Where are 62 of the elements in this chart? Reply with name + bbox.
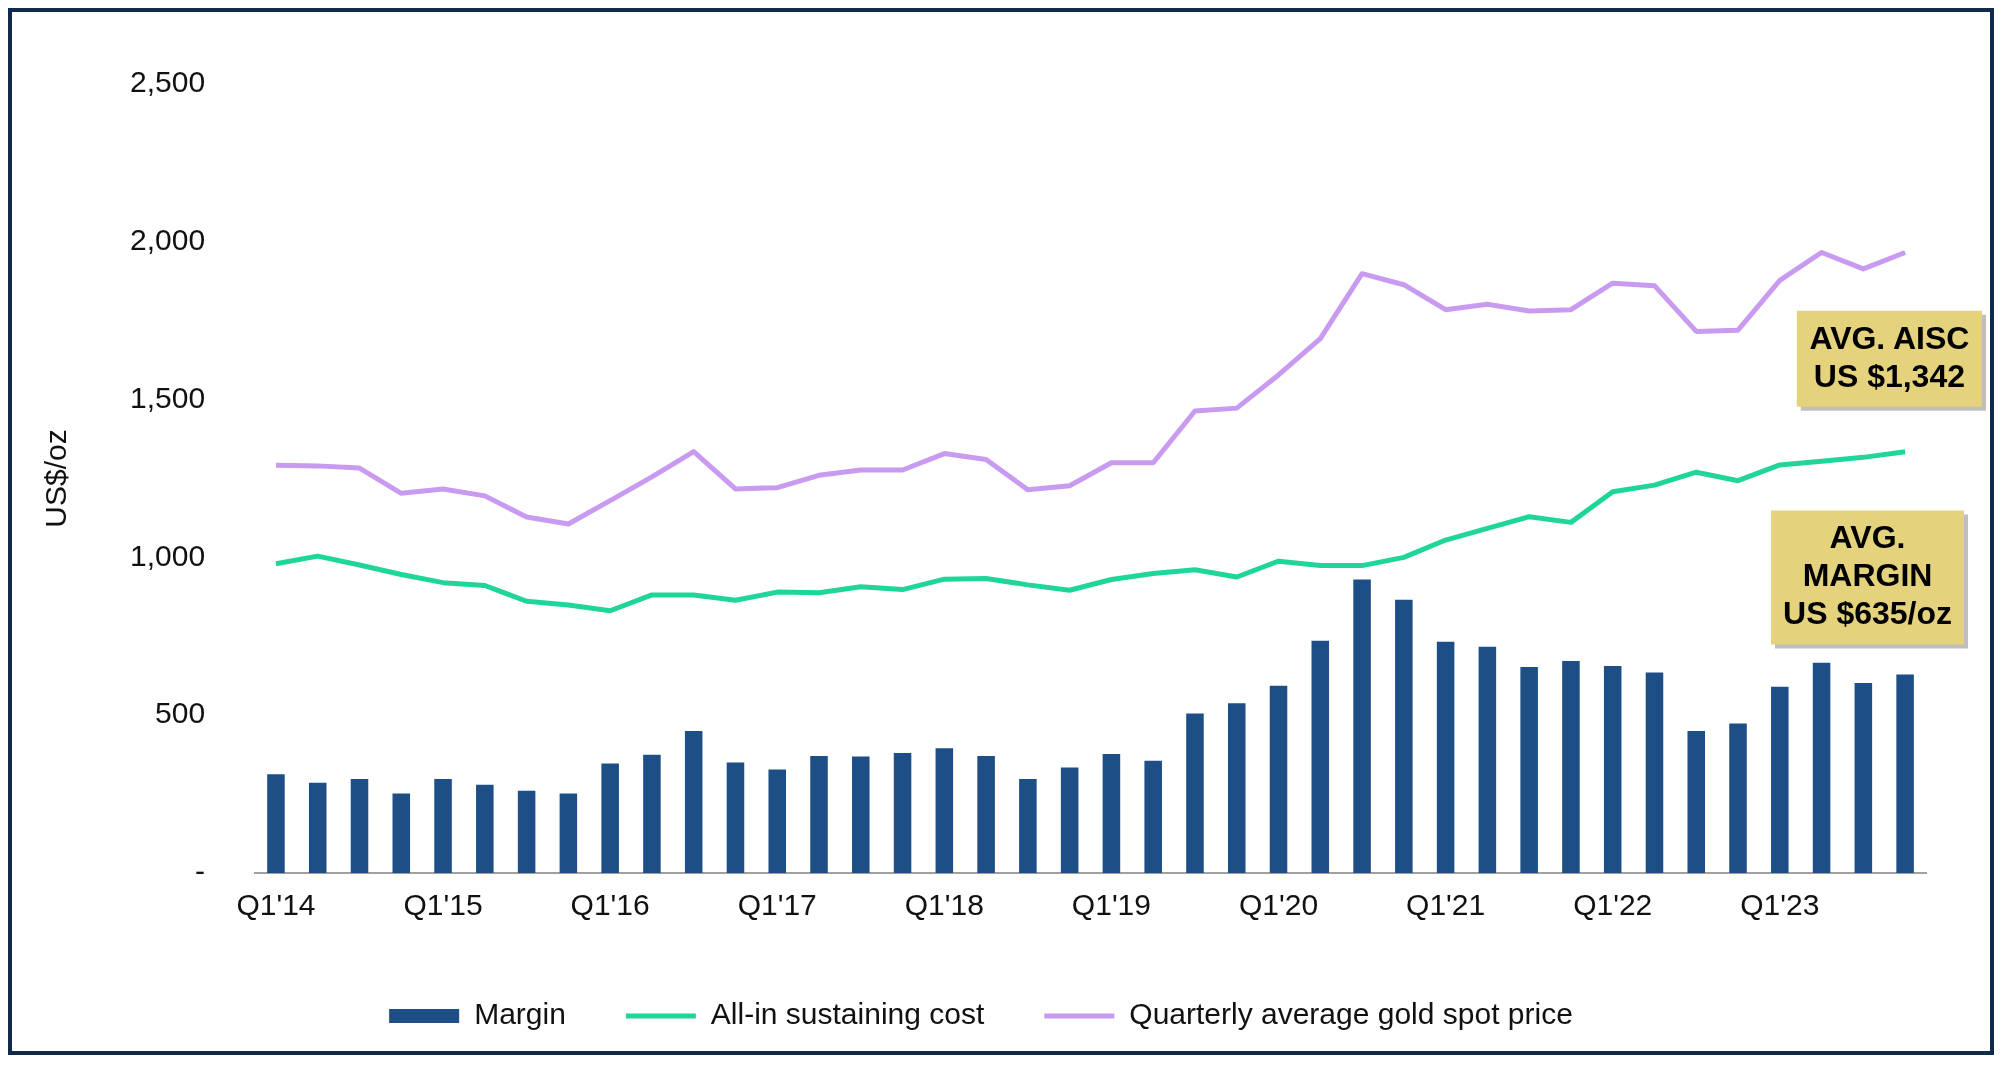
bar <box>1227 703 1246 873</box>
bar <box>1311 640 1330 873</box>
bar <box>1603 665 1622 873</box>
x-tick-label: Q1'23 <box>1740 888 1820 922</box>
bar <box>559 793 578 873</box>
bar <box>684 730 703 873</box>
bar <box>810 755 828 873</box>
x-tick-label: Q1'15 <box>403 888 483 922</box>
bar <box>1771 686 1789 873</box>
bar <box>1395 599 1413 873</box>
bar <box>893 753 912 873</box>
bar <box>1687 730 1706 873</box>
x-tick-label: Q1'18 <box>904 888 984 922</box>
x-tick-label: Q1'22 <box>1573 888 1653 922</box>
bar <box>1562 660 1580 873</box>
bar <box>1060 767 1079 873</box>
legend-label: All-in sustaining cost <box>710 997 985 1031</box>
y-tick-label: 1,000 <box>130 538 206 572</box>
y-tick-label: 500 <box>155 696 206 730</box>
x-tick-label: Q1'14 <box>236 888 316 922</box>
bar <box>1102 754 1121 873</box>
bar <box>476 784 494 873</box>
bar <box>1436 641 1455 873</box>
bar <box>1353 579 1371 873</box>
annotation: AVG. AISC US $1,342 <box>1809 319 1970 394</box>
x-tick-label: Q1'16 <box>570 888 650 922</box>
bar <box>434 778 452 873</box>
bar <box>350 778 369 873</box>
bar <box>977 755 995 873</box>
bar <box>643 754 661 873</box>
bar <box>852 756 870 873</box>
bar <box>935 748 954 873</box>
y-tick-label: 2,500 <box>130 65 206 99</box>
legend-label: Quarterly average gold spot price <box>1129 997 1573 1031</box>
legend-label: Margin <box>474 997 566 1031</box>
x-tick-label: Q1'21 <box>1406 888 1486 922</box>
bar <box>1896 674 1914 873</box>
bar <box>1854 683 1873 873</box>
x-tick-label: Q1'19 <box>1071 888 1151 922</box>
bar <box>726 762 745 873</box>
bar <box>308 782 327 873</box>
bar <box>1019 778 1037 873</box>
bar <box>1645 672 1664 873</box>
y-axis-title: US$/oz <box>39 429 73 528</box>
x-tick-label: Q1'20 <box>1238 888 1319 922</box>
y-tick-label: 2,000 <box>130 223 206 257</box>
bar <box>1478 646 1497 873</box>
y-tick-label: 1,500 <box>130 380 206 414</box>
bar <box>768 769 787 873</box>
annotation: AVG. MARGIN US $635/oz <box>1783 519 1952 632</box>
bar <box>517 790 536 873</box>
bar <box>1269 685 1288 873</box>
bar <box>1729 723 1747 873</box>
x-tick-label: Q1'17 <box>737 888 817 922</box>
bar <box>1812 662 1831 873</box>
bar <box>1520 666 1538 873</box>
bar <box>1144 760 1162 873</box>
bar <box>601 763 619 873</box>
bar <box>267 774 285 873</box>
y-tick-label: - <box>195 854 206 888</box>
bar <box>392 793 411 873</box>
bar <box>1186 713 1204 873</box>
